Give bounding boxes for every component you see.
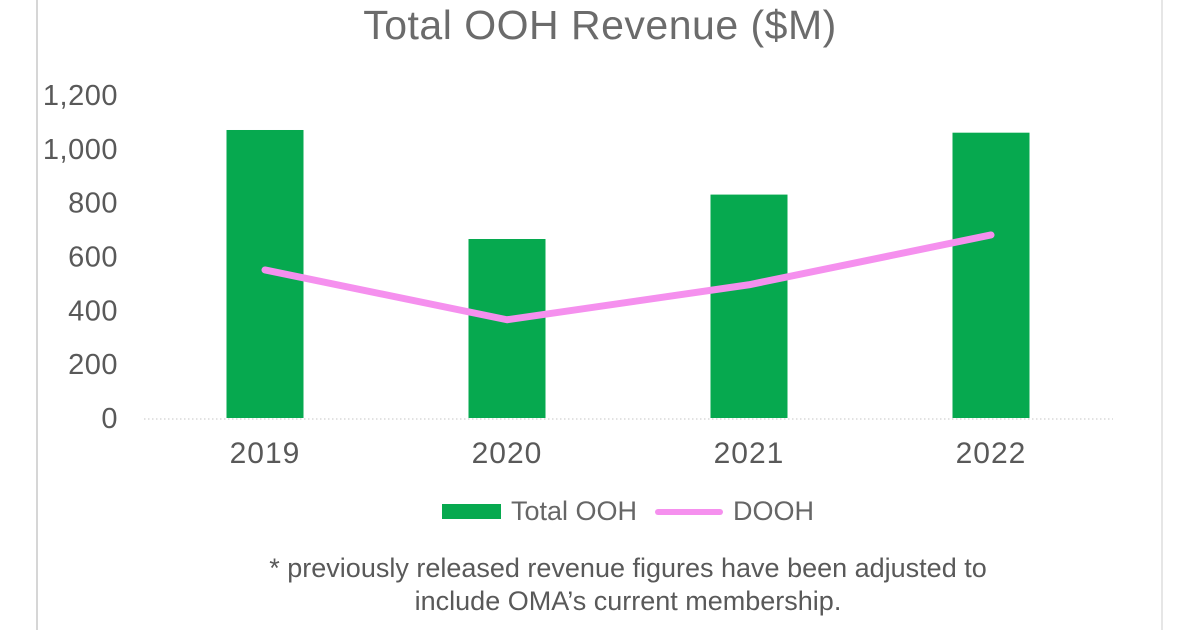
x-tick-label-2020: 2020 [472, 437, 543, 470]
legend-label-dooh: DOOH [733, 496, 815, 526]
y-tick-label-800: 800 [68, 188, 118, 220]
x-tick-label-2019: 2019 [230, 437, 301, 470]
legend-swatch-dooh [655, 508, 724, 515]
left-border-line [36, 0, 38, 630]
y-tick-label-400: 400 [68, 295, 118, 327]
y-tick-label-1200: 1,200 [43, 80, 118, 112]
bar-2020 [468, 239, 546, 418]
chart-footnote: * previously released revenue figures ha… [144, 552, 1112, 618]
y-tick-label-0: 0 [101, 403, 118, 435]
y-tick-label-200: 200 [68, 349, 118, 381]
x-tick-label-2022: 2022 [956, 437, 1027, 470]
chart-title: Total OOH Revenue ($M) [363, 2, 837, 48]
dooh-line [261, 231, 995, 324]
bar-2021 [710, 194, 788, 418]
bar-2022 [952, 132, 1030, 418]
footnote-line-2: include OMA’s current membership. [414, 586, 842, 616]
legend-label-total-ooh: Total OOH [510, 496, 638, 526]
right-border-line [1161, 0, 1163, 630]
y-tick-label-1000: 1,000 [43, 134, 118, 166]
legend-swatch-total-ooh [441, 504, 501, 519]
y-tick-label-600: 600 [68, 242, 118, 274]
x-tick-label-2021: 2021 [714, 437, 785, 470]
chart-legend: Total OOH DOOH [144, 496, 1112, 527]
footnote-line-1: * previously released revenue figures ha… [269, 553, 987, 583]
